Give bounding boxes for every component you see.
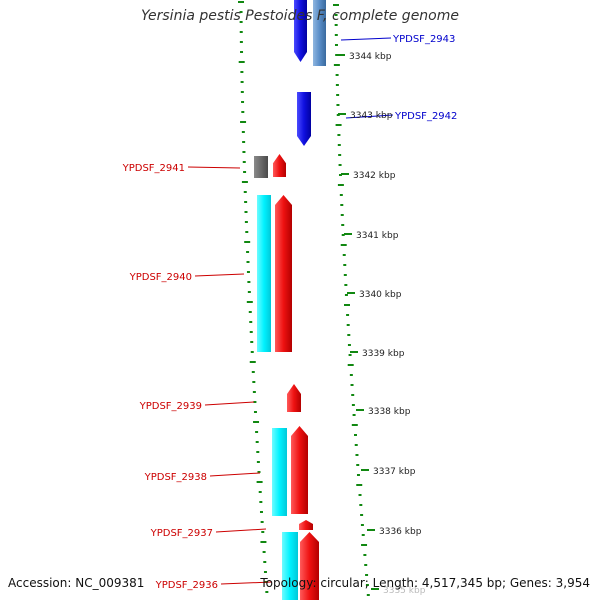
reverse-gene-label: YPDSF_2939 [139, 401, 202, 412]
ruler-label: 3337 kbp [373, 467, 416, 477]
forward-gene-callout [340, 37, 392, 41]
ruler-label: 3344 kbp [349, 52, 392, 62]
tick-marks [238, 1, 370, 596]
ruler-label: 3343 kbp [350, 111, 393, 121]
forward-gene-callout [345, 114, 394, 119]
ruler-label: 3339 kbp [362, 349, 405, 359]
forward-gene-2943 [294, 0, 307, 62]
accession-text: Accession: NC_009381 [8, 576, 145, 590]
reverse-gene-2939 [287, 384, 301, 412]
forward-gene-label: YPDSF_2943 [392, 34, 455, 45]
reverse-gene-2940 [275, 195, 292, 352]
ruler-label: 3340 kbp [359, 290, 402, 300]
reverse-cds-2940 [257, 195, 271, 352]
reverse-cds-2938 [272, 428, 287, 516]
reverse-gene-2941 [273, 154, 286, 177]
ruler-label: 3338 kbp [368, 407, 411, 417]
pseudo-gene-2941 [254, 156, 268, 178]
ruler-label: 3341 kbp [356, 231, 399, 241]
reverse-gene-label: YPDSF_2940 [129, 272, 192, 283]
map-title: Yersinia pestis Pestoides F, complete ge… [141, 8, 459, 24]
reverse-gene-callout [215, 528, 267, 533]
reverse-gene-callout [187, 166, 241, 169]
reverse-gene-label: YPDSF_2938 [144, 472, 207, 483]
reverse-gene-label: YPDSF_2937 [150, 528, 213, 539]
reverse-gene-callout [209, 472, 261, 477]
gene-labels: YPDSF_2941 YPDSF_2940 YPDSF_2939 YPDSF_2938… [122, 34, 458, 591]
reverse-gene-callout [220, 581, 273, 585]
reverse-gene-2936 [300, 532, 319, 600]
reverse-gene-callout [204, 401, 255, 406]
ruler-labels: 3344 kbp 3343 kbp 3342 kbp 3341 kbp 3340 kbp… [337, 52, 426, 596]
gene-features [254, 0, 326, 600]
reverse-gene-label: YPDSF_2936 [155, 580, 218, 591]
forward-gene-2942 [297, 92, 311, 146]
forward-gene-label: YPDSF_2942 [394, 111, 457, 122]
reverse-gene-callout [194, 273, 245, 277]
ruler-label: 3342 kbp [353, 171, 396, 181]
reverse-gene-2938 [291, 426, 308, 514]
forward-cds-2943 [313, 0, 326, 66]
reverse-gene-2937 [299, 520, 313, 530]
ruler-label: 3336 kbp [379, 527, 422, 537]
ruler-label: 3335 kbp [383, 586, 426, 596]
reverse-cds-2936 [282, 532, 298, 600]
genome-summary-text: Topology: circular; Length: 4,517,345 bp… [260, 576, 590, 590]
reverse-gene-label: YPDSF_2941 [122, 163, 185, 174]
